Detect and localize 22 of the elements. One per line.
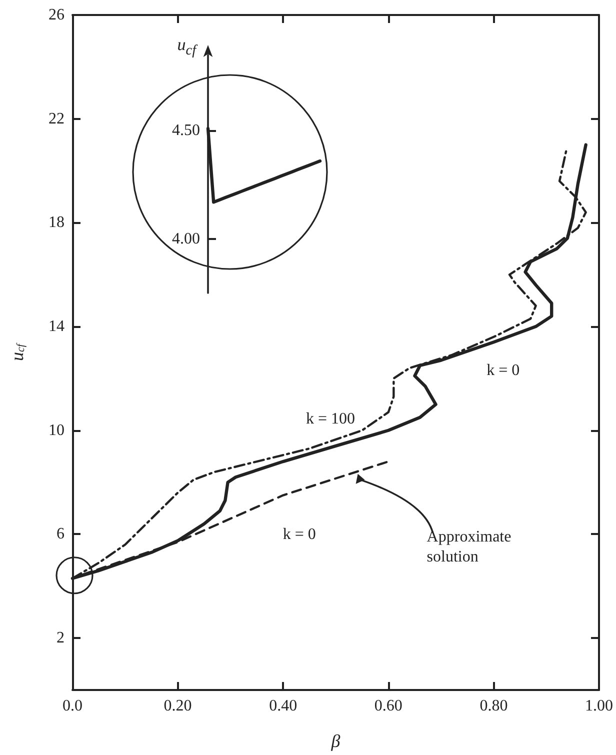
y-tick-label: 4.50 — [172, 122, 200, 140]
y-axis-title: u$_{cf}$ — [176, 35, 196, 60]
y-tick-label: 18 — [48, 214, 64, 232]
x-axis-title: β — [330, 731, 340, 751]
annotation: k = 0 — [486, 362, 520, 380]
y-tick-label: 26 — [48, 6, 64, 24]
y-tick-label: 14 — [48, 318, 64, 336]
x-tick-label: 0.60 — [374, 698, 402, 714]
y-tick-label: 4.00 — [172, 230, 200, 248]
x-tick-label: 0.40 — [269, 698, 298, 714]
annotation: Approximate solution — [426, 528, 512, 566]
y-tick-label: 22 — [48, 110, 64, 128]
annotation: k = 100 — [306, 410, 355, 428]
y-tick-label: 2 — [56, 630, 64, 647]
y-tick-label: 6 — [56, 526, 64, 543]
x-tick-label: 0.0 — [62, 698, 82, 714]
y-tick-label: 10 — [48, 422, 64, 439]
annotation: k = 0 — [282, 526, 316, 544]
x-tick-label: 0.20 — [164, 698, 192, 714]
x-tick-label: 1.00 — [585, 698, 613, 714]
x-tick-label: 0.80 — [480, 698, 508, 714]
y-axis-title: ucf — [7, 342, 27, 361]
